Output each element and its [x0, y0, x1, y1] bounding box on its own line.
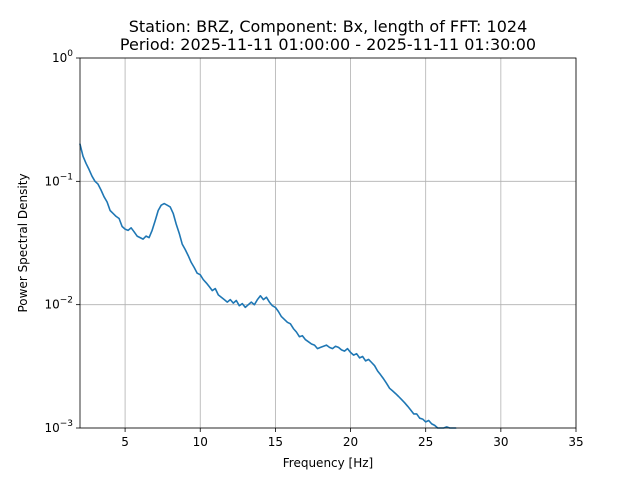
x-tick-label: 30: [493, 435, 508, 449]
y-tick-base: 10: [44, 421, 59, 435]
x-tick-label: 5: [121, 435, 129, 449]
x-axis-ticks: 5 10 15 20 25 30 35: [121, 428, 584, 449]
y-tick-base: 10: [44, 298, 59, 312]
x-axis-label: Frequency [Hz]: [283, 456, 374, 470]
y-tick-exponent: −2: [60, 296, 73, 306]
x-tick-label: 10: [193, 435, 208, 449]
series-layer: [79, 143, 457, 429]
y-axis-label: Power Spectral Density: [16, 173, 30, 312]
y-tick-exponent: 0: [67, 49, 73, 59]
x-tick-label: 15: [268, 435, 283, 449]
y-tick-label: 10−2: [44, 296, 73, 312]
y-tick-base: 10: [44, 174, 59, 188]
y-tick-label: 10−1: [44, 172, 73, 188]
x-tick-label: 20: [343, 435, 358, 449]
y-tick-exponent: −1: [60, 172, 73, 182]
plot-frame: [79, 57, 577, 429]
y-tick-exponent: −3: [60, 419, 73, 429]
chart-subtitle: Period: 2025-11-11 01:00:00 - 2025-11-11…: [120, 35, 536, 54]
y-tick-label: 100: [52, 49, 73, 65]
x-tick-label: 35: [568, 435, 583, 449]
y-tick-base: 10: [52, 51, 67, 65]
y-tick-label: 10−3: [44, 419, 73, 435]
psd-series-line: [79, 143, 457, 429]
chart-title: Station: BRZ, Component: Bx, length of F…: [129, 17, 528, 36]
x-tick-label: 25: [418, 435, 433, 449]
